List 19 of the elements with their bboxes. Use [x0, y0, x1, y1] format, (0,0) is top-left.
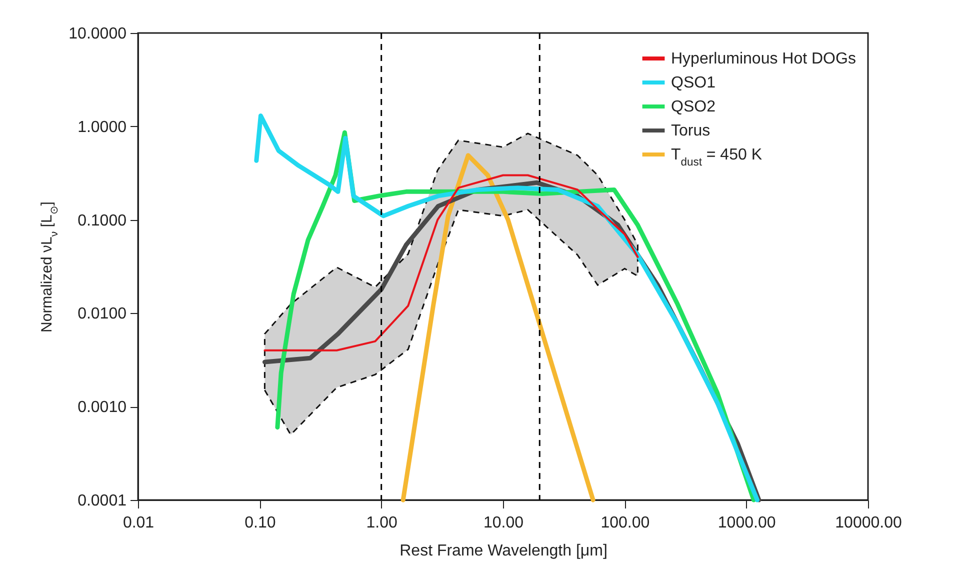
x-tick-label: 1.00 — [366, 514, 398, 532]
legend-label: QSO2 — [671, 98, 716, 116]
legend-label: Hyperluminous Hot DOGs — [671, 50, 856, 68]
x-tick-label: 100.00 — [600, 514, 650, 532]
x-tick-label: 0.10 — [244, 514, 276, 532]
y-tick-label: 0.1000 — [78, 212, 127, 230]
y-tick-label: 0.0001 — [78, 492, 127, 510]
x-tick-label: 0.01 — [122, 514, 154, 532]
y-tick-label: 1.0000 — [78, 118, 127, 136]
y-tick-label: 0.0010 — [78, 399, 127, 416]
legend-label: T$_{dust}$ = 450 K — [671, 146, 762, 168]
legend-label: Torus — [671, 122, 710, 140]
x-tick-label: 10000.00 — [835, 514, 902, 532]
x-tick-label: 10.00 — [483, 514, 524, 532]
x-tick-label: 1000.00 — [718, 514, 776, 532]
legend-label: QSO1 — [671, 74, 716, 92]
y-tick-label: 10.0000 — [68, 26, 127, 42]
y-tick-label: 0.0100 — [78, 306, 127, 323]
x-axis-title: Rest Frame Wavelength [μm] — [400, 542, 608, 560]
